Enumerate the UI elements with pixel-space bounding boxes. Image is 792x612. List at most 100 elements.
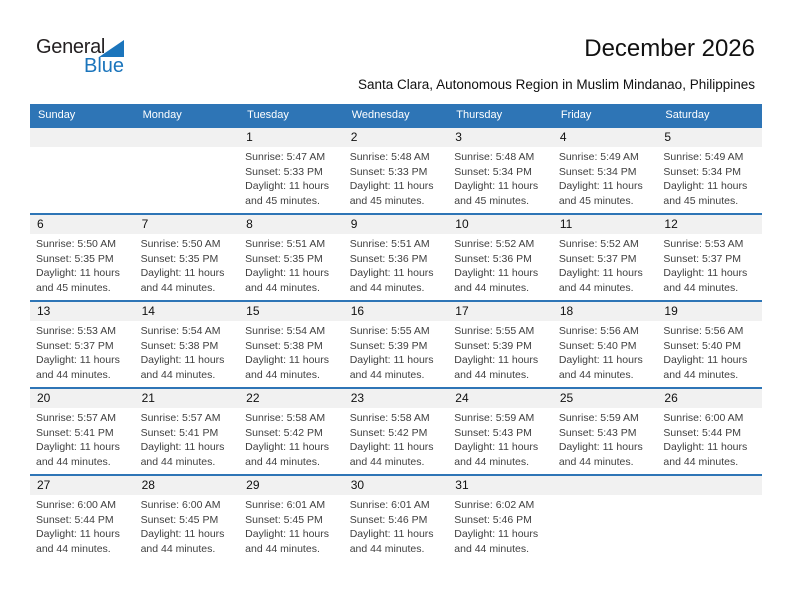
day-daylight: Daylight: 11 hours and 44 minutes. xyxy=(36,528,120,555)
day-details: Sunrise: 5:47 AM Sunset: 5:33 PM Daylight:… xyxy=(239,147,344,208)
day-number: 29 xyxy=(239,476,344,495)
day-sunrise: Sunrise: 5:48 AM xyxy=(454,151,535,163)
calendar-day-cell: 8 Sunrise: 5:51 AM Sunset: 5:35 PM Daylight… xyxy=(239,215,344,300)
calendar-day-cell: 10 Sunrise: 5:52 AM Sunset: 5:36 PM Dayligh… xyxy=(448,215,553,300)
calendar-day-cell: 29 Sunrise: 6:01 AM Sunset: 5:45 PM Dayligh… xyxy=(239,476,344,561)
week-row: 13 Sunrise: 5:53 AM Sunset: 5:37 PM Dayligh… xyxy=(30,300,762,387)
day-sunrise: Sunrise: 5:59 AM xyxy=(558,412,639,424)
day-daylight: Daylight: 11 hours and 45 minutes. xyxy=(245,180,329,207)
day-sunrise: Sunrise: 5:48 AM xyxy=(349,151,430,163)
day-details: Sunrise: 5:53 AM Sunset: 5:37 PM Daylight:… xyxy=(30,321,135,382)
day-sunset: Sunset: 5:42 PM xyxy=(245,426,323,439)
day-sunrise: Sunrise: 5:53 AM xyxy=(36,325,116,337)
day-number xyxy=(30,128,135,147)
day-sunset: Sunset: 5:35 PM xyxy=(245,252,323,265)
day-details: Sunrise: 5:57 AM Sunset: 5:41 PM Daylight:… xyxy=(30,408,135,469)
calendar-day-cell xyxy=(657,476,762,561)
day-sunrise: Sunrise: 5:49 AM xyxy=(558,151,639,163)
day-sunset: Sunset: 5:35 PM xyxy=(36,252,114,265)
page-header: General Blue December 2026 Santa Clara, … xyxy=(36,34,755,100)
day-sunset: Sunset: 5:43 PM xyxy=(454,426,532,439)
day-sunset: Sunset: 5:41 PM xyxy=(36,426,114,439)
day-daylight: Daylight: 11 hours and 44 minutes. xyxy=(454,267,539,294)
day-number: 20 xyxy=(30,389,135,408)
day-sunset: Sunset: 5:36 PM xyxy=(349,252,428,265)
day-number: 6 xyxy=(30,215,135,234)
day-sunrise: Sunrise: 6:00 AM xyxy=(140,499,221,511)
day-details: Sunrise: 5:56 AM Sunset: 5:40 PM Daylight:… xyxy=(553,321,658,382)
day-details: Sunrise: 5:55 AM Sunset: 5:39 PM Daylight:… xyxy=(344,321,449,382)
day-number: 25 xyxy=(552,389,658,408)
day-details xyxy=(657,495,762,498)
calendar-day-cell: 7 Sunrise: 5:50 AM Sunset: 5:35 PM Daylight… xyxy=(134,215,240,300)
calendar-day-cell: 31 Sunrise: 6:02 AM Sunset: 5:46 PM Dayligh… xyxy=(448,476,553,561)
calendar-day-cell: 11 Sunrise: 5:52 AM Sunset: 5:37 PM Dayligh… xyxy=(552,215,658,300)
calendar-day-cell: 14 Sunrise: 5:54 AM Sunset: 5:38 PM Dayligh… xyxy=(134,302,240,387)
day-sunrise: Sunrise: 5:55 AM xyxy=(454,325,535,337)
day-sunrise: Sunrise: 5:51 AM xyxy=(245,238,326,250)
day-sunset: Sunset: 5:37 PM xyxy=(663,252,742,265)
day-details: Sunrise: 6:00 AM Sunset: 5:44 PM Daylight:… xyxy=(30,495,135,556)
calendar-day-cell: 2 Sunrise: 5:48 AM Sunset: 5:33 PM Daylight… xyxy=(343,128,449,213)
weekday-label: Monday xyxy=(142,109,182,121)
day-details: Sunrise: 6:01 AM Sunset: 5:46 PM Daylight:… xyxy=(344,495,449,556)
day-sunrise: Sunrise: 5:54 AM xyxy=(140,325,221,337)
day-details xyxy=(135,147,240,150)
calendar-day-cell: 18 Sunrise: 5:56 AM Sunset: 5:40 PM Dayligh… xyxy=(552,302,658,387)
day-sunrise: Sunrise: 5:56 AM xyxy=(558,325,639,337)
day-number: 7 xyxy=(134,215,240,234)
day-daylight: Daylight: 11 hours and 44 minutes. xyxy=(558,354,643,381)
day-details: Sunrise: 5:58 AM Sunset: 5:42 PM Daylight:… xyxy=(239,408,344,469)
calendar-day-cell: 9 Sunrise: 5:51 AM Sunset: 5:36 PM Daylight… xyxy=(343,215,449,300)
day-details: Sunrise: 5:49 AM Sunset: 5:34 PM Daylight:… xyxy=(553,147,658,208)
day-daylight: Daylight: 11 hours and 45 minutes. xyxy=(349,180,434,207)
day-daylight: Daylight: 11 hours and 45 minutes. xyxy=(36,267,120,294)
day-sunrise: Sunrise: 5:50 AM xyxy=(36,238,116,250)
day-sunrise: Sunrise: 5:56 AM xyxy=(663,325,744,337)
day-sunset: Sunset: 5:40 PM xyxy=(558,339,637,352)
day-sunrise: Sunrise: 5:55 AM xyxy=(349,325,430,337)
calendar-day-cell: 12 Sunrise: 5:53 AM Sunset: 5:37 PM Dayligh… xyxy=(657,215,762,300)
calendar-day-cell: 1 Sunrise: 5:47 AM Sunset: 5:33 PM Daylight… xyxy=(239,128,344,213)
title-block: December 2026 Santa Clara, Autonomous Re… xyxy=(155,34,755,92)
day-number: 21 xyxy=(134,389,240,408)
day-sunset: Sunset: 5:43 PM xyxy=(558,426,637,439)
day-details: Sunrise: 5:59 AM Sunset: 5:43 PM Daylight:… xyxy=(553,408,658,469)
calendar-day-cell: 24 Sunrise: 5:59 AM Sunset: 5:43 PM Dayligh… xyxy=(448,389,553,474)
calendar: Sunday Monday Tuesday Wednesday Thursday Frid… xyxy=(30,104,762,561)
day-sunset: Sunset: 5:39 PM xyxy=(454,339,532,352)
day-sunset: Sunset: 5:44 PM xyxy=(663,426,742,439)
day-details: Sunrise: 6:02 AM Sunset: 5:46 PM Daylight:… xyxy=(448,495,553,556)
day-number: 8 xyxy=(239,215,344,234)
day-sunrise: Sunrise: 6:00 AM xyxy=(663,412,744,424)
day-sunrise: Sunrise: 6:01 AM xyxy=(349,499,430,511)
day-sunset: Sunset: 5:33 PM xyxy=(245,165,323,178)
day-daylight: Daylight: 11 hours and 44 minutes. xyxy=(36,441,120,468)
day-details xyxy=(553,495,658,498)
day-details: Sunrise: 5:54 AM Sunset: 5:38 PM Daylight:… xyxy=(135,321,240,382)
day-number: 26 xyxy=(657,389,762,408)
day-number: 9 xyxy=(343,215,449,234)
day-details xyxy=(30,147,135,150)
day-daylight: Daylight: 11 hours and 44 minutes. xyxy=(454,441,539,468)
calendar-day-cell: 16 Sunrise: 5:55 AM Sunset: 5:39 PM Dayligh… xyxy=(343,302,449,387)
day-number: 5 xyxy=(657,128,762,147)
day-details: Sunrise: 5:57 AM Sunset: 5:41 PM Daylight:… xyxy=(135,408,240,469)
day-details: Sunrise: 5:48 AM Sunset: 5:34 PM Daylight:… xyxy=(448,147,553,208)
calendar-day-cell: 3 Sunrise: 5:48 AM Sunset: 5:34 PM Daylight… xyxy=(448,128,553,213)
day-sunset: Sunset: 5:41 PM xyxy=(140,426,219,439)
calendar-day-cell: 6 Sunrise: 5:50 AM Sunset: 5:35 PM Daylight… xyxy=(30,215,135,300)
weekday-label: Tuesday xyxy=(247,109,289,121)
day-details: Sunrise: 5:59 AM Sunset: 5:43 PM Daylight:… xyxy=(448,408,553,469)
day-details: Sunrise: 6:00 AM Sunset: 5:45 PM Daylight:… xyxy=(135,495,240,556)
day-number: 23 xyxy=(343,389,449,408)
day-daylight: Daylight: 11 hours and 44 minutes. xyxy=(349,267,434,294)
weekday-label: Thursday xyxy=(456,109,503,121)
calendar-day-cell: 22 Sunrise: 5:58 AM Sunset: 5:42 PM Dayligh… xyxy=(239,389,344,474)
day-sunrise: Sunrise: 5:54 AM xyxy=(245,325,326,337)
day-sunset: Sunset: 5:38 PM xyxy=(245,339,323,352)
day-sunrise: Sunrise: 5:58 AM xyxy=(349,412,430,424)
day-sunrise: Sunrise: 5:50 AM xyxy=(140,238,221,250)
day-sunset: Sunset: 5:34 PM xyxy=(454,165,532,178)
